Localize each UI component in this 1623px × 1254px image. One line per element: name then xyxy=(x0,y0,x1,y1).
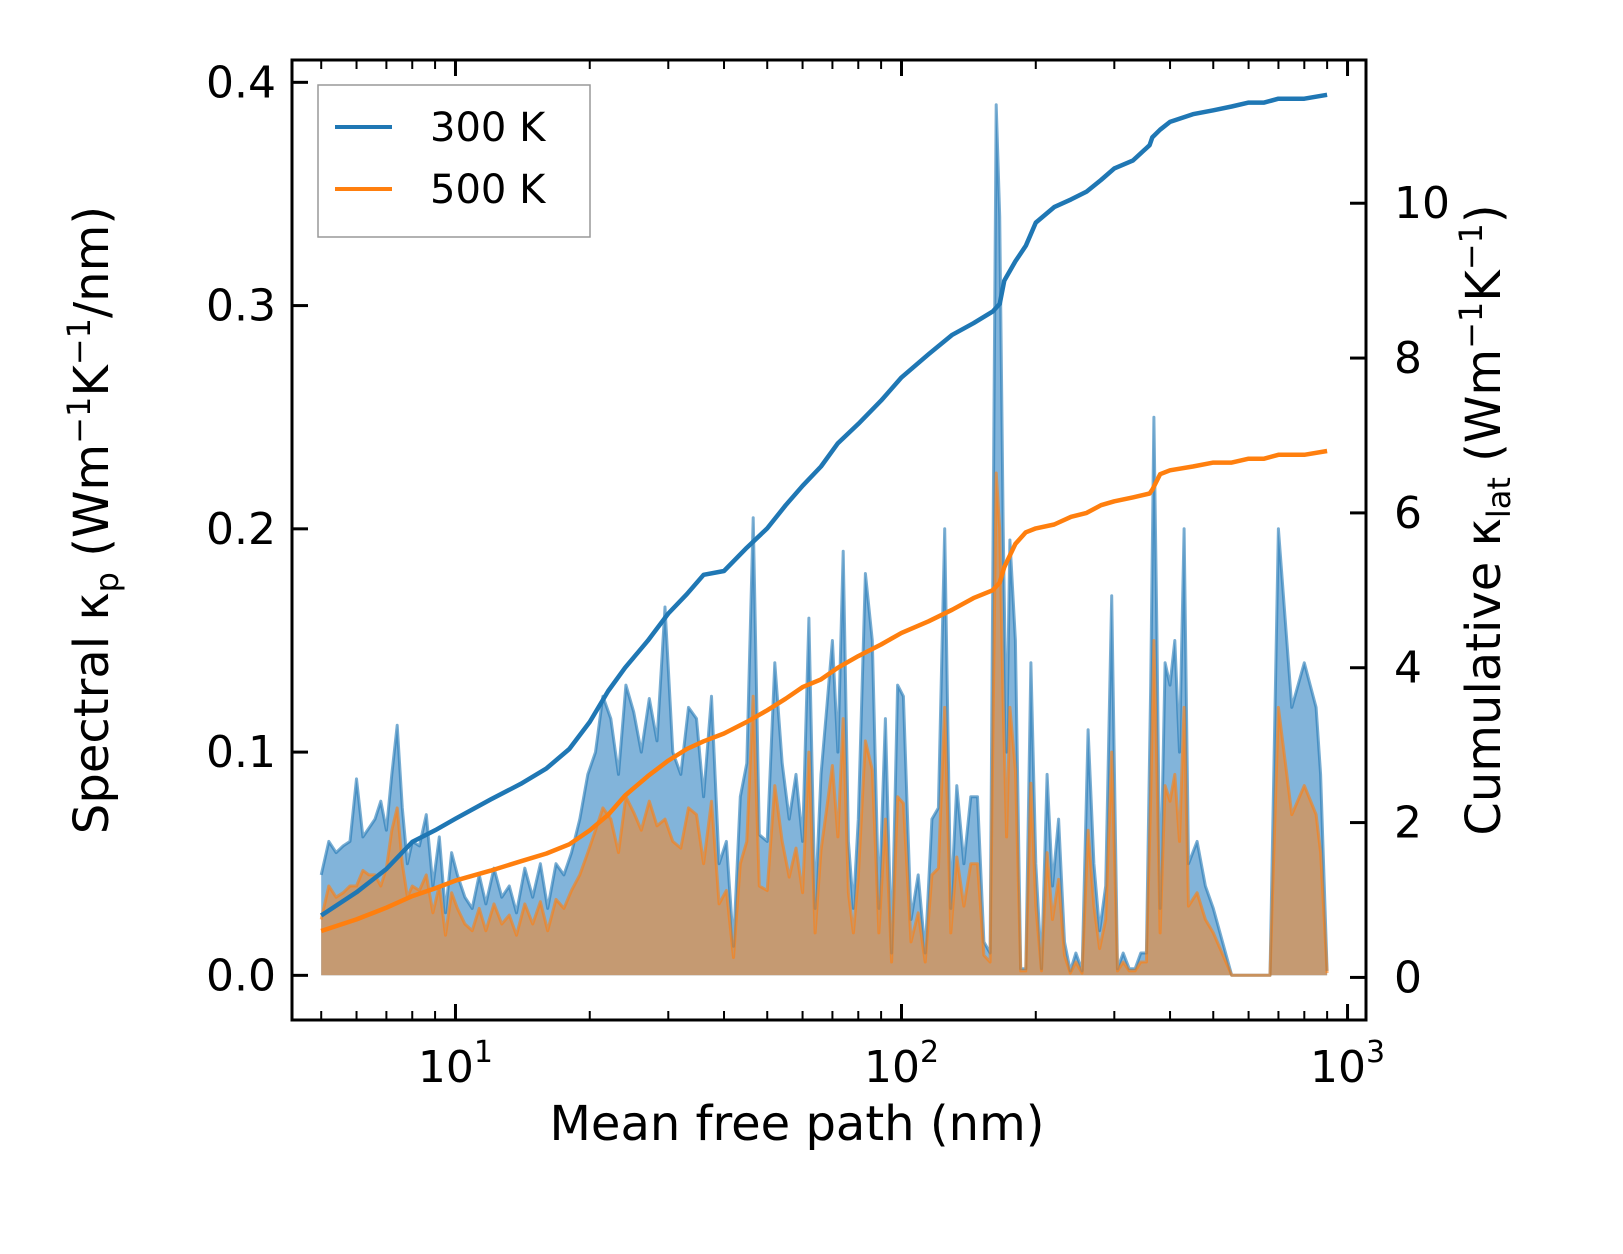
y-left-tick-label: 0.4 xyxy=(206,57,276,108)
plot-frame xyxy=(290,58,1368,1022)
y-right-tick-label: 8 xyxy=(1394,333,1422,384)
y-left-axis-label: Spectral κp (Wm−1K−1/nm) xyxy=(60,206,126,834)
y-left-tick-label: 0.3 xyxy=(206,281,276,332)
y-left-tick-label: 0.0 xyxy=(206,950,276,1001)
y-right-tick-label: 10 xyxy=(1394,178,1450,229)
spectral-500k-area xyxy=(321,473,1328,976)
y-right-axis-label: Cumulative κlat (Wm−1K−1) xyxy=(1452,204,1518,835)
y-right-tick-labels: 0 2 4 6 8 10 xyxy=(1394,178,1450,1003)
plot-area xyxy=(319,92,1329,977)
legend-box xyxy=(317,84,591,238)
x-axis-label: Mean free path (nm) xyxy=(550,1096,1045,1152)
y-left-tick-label: 0.2 xyxy=(206,504,276,555)
legend: 300 K 500 K xyxy=(317,84,591,238)
cumulative-500k-line xyxy=(320,448,1328,934)
y-right-tick-label: 4 xyxy=(1394,643,1422,694)
legend-label-300k: 300 K xyxy=(430,105,547,151)
x-tick-label: 103 xyxy=(1310,1035,1385,1093)
x-tick-label: 102 xyxy=(864,1035,939,1093)
y-left-tick-labels: 0.0 0.1 0.2 0.3 0.4 xyxy=(206,57,276,1001)
y-right-tick-label: 0 xyxy=(1394,952,1422,1003)
y-right-tick-label: 6 xyxy=(1394,488,1422,539)
cumulative-300k-line xyxy=(319,92,1328,918)
spectral-300k-line xyxy=(319,103,1329,977)
x-tick-label: 101 xyxy=(418,1035,493,1093)
y-right-tick-label: 2 xyxy=(1394,798,1422,849)
y-left-tick-label: 0.1 xyxy=(206,727,276,778)
x-tick-labels: 101 102 103 xyxy=(418,1035,1385,1093)
legend-label-500k: 500 K xyxy=(430,167,547,213)
spectral-500k-line xyxy=(319,471,1329,977)
